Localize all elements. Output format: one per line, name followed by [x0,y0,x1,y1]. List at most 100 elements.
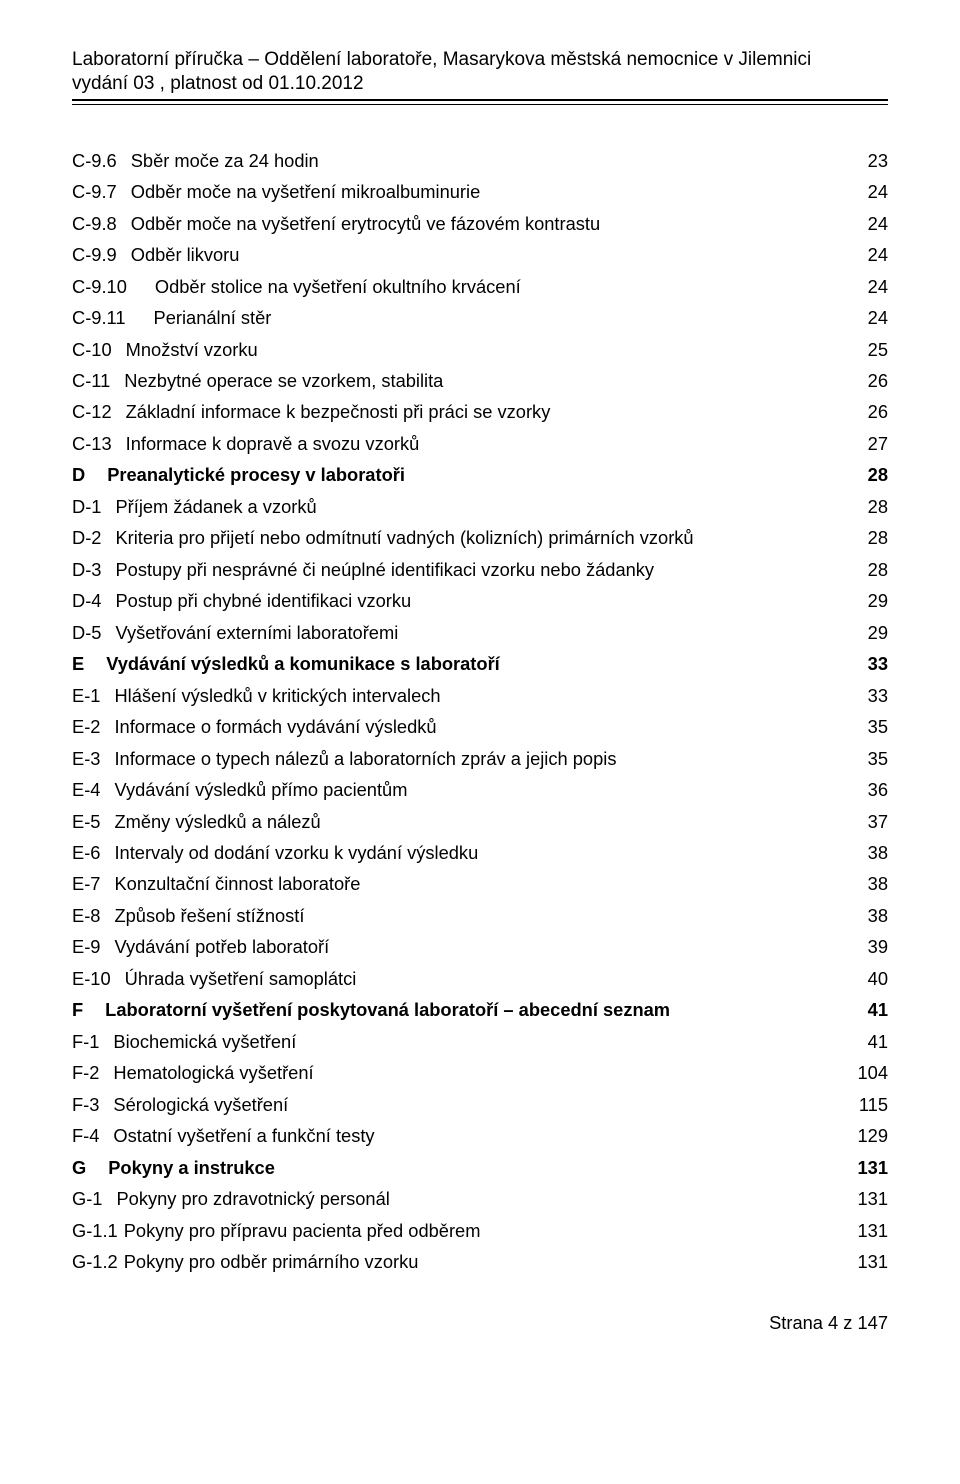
toc-row: C-12Základní informace k bezpečnosti při… [72,396,888,427]
toc-row: E-9Vydávání potřeb laboratoří 39 [72,931,888,962]
toc-code: F-4 [72,1120,113,1151]
toc-row: E-3Informace o typech nálezů a laborator… [72,743,888,774]
toc-leader-dots [602,211,864,229]
toc-code: E-7 [72,868,114,899]
toc-leader-dots [421,432,863,450]
toc-code: E-4 [72,774,114,805]
toc-code: E [72,648,106,679]
toc-row: C-11Nezbytné operace se vzorkem, stabili… [72,365,888,396]
toc-code: E-9 [72,931,114,962]
toc-text: Vydávání výsledků přímo pacientům [114,774,409,805]
toc-code: D [72,459,107,490]
toc-text: Úhrada vyšetření samoplátci [125,963,359,994]
toc-row: D-4Postup při chybné identifikaci vzorku… [72,585,888,616]
toc-code: D-1 [72,491,115,522]
toc-page-number: 27 [864,428,888,459]
toc-page-number: 29 [864,585,888,616]
toc-page-number: 40 [864,963,888,994]
header-rule-thin [72,104,888,105]
toc-leader-dots [316,1061,854,1079]
toc-page-number: 23 [864,145,888,176]
toc-text: Vydávání potřeb laboratoří [114,931,331,962]
toc-row: C-9.11Perianální stěr 24 [72,302,888,333]
toc-row: DPreanalytické procesy v laboratoři 28 [72,459,888,490]
toc-page-number: 36 [864,774,888,805]
toc-row: E-6Intervaly od dodání vzorku k vydání v… [72,837,888,868]
toc-text: Postupy při nesprávné či neúplné identif… [115,554,656,585]
toc-row: G-1Pokyny pro zdravotnický personál 131 [72,1183,888,1214]
toc-text: Změny výsledků a nálezů [114,806,322,837]
toc-text: Laboratorní vyšetření poskytovaná labora… [105,994,672,1025]
document-page: Laboratorní příručka – Oddělení laborato… [0,0,960,1374]
toc-leader-dots [413,589,863,607]
toc-leader-dots [502,652,864,670]
toc-leader-dots [480,841,863,859]
toc-code: F-3 [72,1089,113,1120]
toc-leader-dots [290,1092,855,1110]
toc-page-number: 28 [864,491,888,522]
toc-text: Konzultační činnost laboratoře [114,868,362,899]
toc-text: Odběr stolice na vyšetření okultního krv… [155,271,523,302]
toc-text: Ostatní vyšetření a funkční testy [113,1120,376,1151]
toc-code: C-9.11 [72,302,154,333]
toc-row: D-5Vyšetřování externími laboratořemi 29 [72,617,888,648]
toc-page-number: 24 [864,271,888,302]
toc-page-number: 35 [864,711,888,742]
toc-leader-dots [439,715,864,733]
toc-row: F-4Ostatní vyšetření a funkční testy 129 [72,1120,888,1151]
toc-code: C-9.6 [72,145,131,176]
toc-text: Základní informace k bezpečnosti při prá… [126,396,553,427]
toc-text: Odběr moče na vyšetření erytrocytů ve fá… [131,208,602,239]
toc-row: G-1.2Pokyny pro odběr primárního vzorku … [72,1246,888,1277]
toc-row: E-4Vydávání výsledků přímo pacientům 36 [72,774,888,805]
toc-leader-dots [298,1030,863,1048]
toc-row: C-13Informace k dopravě a svozu vzorků 2… [72,428,888,459]
toc-text: Odběr likvoru [131,239,242,270]
toc-leader-dots [306,904,863,922]
toc-row: G-1.1Pokyny pro přípravu pacienta před o… [72,1215,888,1246]
toc-text: Informace o typech nálezů a laboratorníc… [114,743,618,774]
toc-page-number: 29 [864,617,888,648]
toc-page-number: 41 [864,994,888,1025]
toc-page-number: 115 [855,1089,888,1120]
toc-page-number: 24 [864,176,888,207]
toc-page-number: 131 [853,1152,888,1183]
toc-row: F-3Sérologická vyšetření 115 [72,1089,888,1120]
toc-page-number: 28 [864,459,888,490]
toc-leader-dots [260,337,864,355]
toc-code: C-12 [72,396,126,427]
toc-code: G-1 [72,1183,116,1214]
toc-row: C-9.9Odběr likvoru 24 [72,239,888,270]
toc-leader-dots [273,306,863,324]
header-rule-thick [72,99,888,101]
toc-row: E-5Změny výsledků a nálezů 37 [72,806,888,837]
toc-page-number: 104 [853,1057,888,1088]
toc-leader-dots [445,369,863,387]
toc-code: C-9.8 [72,208,131,239]
toc-text: Nezbytné operace se vzorkem, stabilita [124,365,445,396]
toc-row: C-9.10Odběr stolice na vyšetření okultní… [72,271,888,302]
toc-page-number: 38 [864,837,888,868]
toc-text: Množství vzorku [126,334,260,365]
header-subtitle: vydání 03 , platnost od 01.10.2012 [72,73,888,95]
toc-page-number: 38 [864,868,888,899]
toc-leader-dots [443,683,864,701]
toc-page-number: 129 [853,1120,888,1151]
toc-text: Preanalytické procesy v laboratoři [107,459,407,490]
toc-text: Sběr moče za 24 hodin [131,145,321,176]
toc-page-number: 24 [864,239,888,270]
toc-row: E-2Informace o formách vydávání výsledků… [72,711,888,742]
toc-code: C-13 [72,428,126,459]
toc-page-number: 131 [853,1246,888,1277]
toc-code: E-8 [72,900,114,931]
toc-row: F-1Biochemická vyšetření 41 [72,1026,888,1057]
toc-code: E-6 [72,837,114,868]
toc-text: Vydávání výsledků a komunikace s laborat… [106,648,502,679]
page-footer: Strana 4 z 147 [72,1312,888,1334]
toc-code: E-2 [72,711,114,742]
toc-text: Postup při chybné identifikaci vzorku [115,585,413,616]
toc-text: Pokyny a instrukce [108,1152,277,1183]
toc-row: F-2Hematologická vyšetření 104 [72,1057,888,1088]
toc-row: E-8Způsob řešení stížností 38 [72,900,888,931]
toc-row: E-7Konzultační činnost laboratoře 38 [72,868,888,899]
